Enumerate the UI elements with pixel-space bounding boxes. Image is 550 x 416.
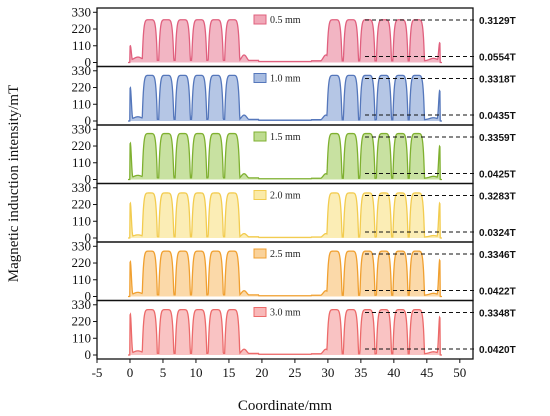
legend-label: 1.0 mm — [270, 74, 301, 85]
legend-swatch — [253, 73, 267, 83]
min-value-label: 0.0324T — [479, 228, 516, 239]
y-tick-label: 110 — [72, 330, 91, 345]
min-value-label: 0.0422T — [479, 287, 516, 298]
legend-label: 3.0 mm — [270, 308, 301, 319]
y-tick-label: 0 — [85, 230, 92, 245]
series-line — [128, 192, 442, 239]
series-area — [128, 251, 442, 297]
y-tick-label: 0 — [85, 172, 92, 187]
y-tick-label: 110 — [72, 155, 91, 170]
y-tick-label: 220 — [72, 80, 92, 95]
y-tick-label: 220 — [72, 197, 92, 212]
series-area — [128, 19, 442, 63]
x-tick-label: -5 — [92, 365, 103, 380]
x-tick-label: 5 — [160, 365, 167, 380]
y-tick-label: 330 — [72, 121, 92, 136]
y-tick-label: 220 — [72, 255, 92, 270]
min-value-label: 0.0425T — [479, 170, 516, 181]
min-value-label: 0.0554T — [479, 53, 516, 64]
x-tick-label: 45 — [420, 365, 433, 380]
max-value-label: 0.3283T — [479, 192, 516, 203]
y-tick-label: 0 — [85, 289, 92, 304]
legend-swatch — [253, 248, 267, 259]
max-value-label: 0.3359T — [479, 133, 516, 144]
x-tick-label: 25 — [288, 365, 301, 380]
x-tick-label: 35 — [354, 365, 367, 380]
legend-label: 1.5 mm — [270, 132, 301, 143]
panel-frame — [96, 299, 474, 360]
min-value-label: 0.0420T — [479, 345, 516, 356]
series-line — [128, 250, 442, 298]
y-tick-label: 110 — [72, 38, 91, 53]
series-line — [128, 309, 442, 356]
series-area — [128, 192, 442, 238]
x-axis-label: Coordinate/mm — [238, 398, 332, 414]
y-tick-label: 220 — [72, 138, 92, 153]
legend-swatch — [253, 307, 267, 317]
y-tick-label: 110 — [72, 96, 91, 111]
x-tick-label: 15 — [222, 365, 235, 380]
y-tick-label: 330 — [72, 180, 92, 195]
legend-label: 0.5 mm — [270, 15, 301, 26]
y-tick-label: 330 — [72, 297, 92, 312]
y-tick-label: 330 — [72, 238, 92, 253]
series-area — [128, 133, 442, 180]
x-tick-label: 0 — [127, 365, 134, 380]
series-area — [128, 309, 442, 355]
y-tick-label: 330 — [72, 63, 92, 78]
y-tick-label: 220 — [72, 314, 92, 329]
x-tick-label: 30 — [321, 365, 334, 380]
legend-swatch — [253, 131, 267, 142]
series-line — [128, 132, 442, 181]
series-line — [128, 19, 442, 64]
x-tick-label: 40 — [387, 365, 400, 380]
max-value-label: 0.3318T — [479, 75, 516, 86]
x-tick-label: 10 — [189, 365, 202, 380]
y-tick-label: 110 — [72, 272, 91, 287]
y-tick-label: 0 — [85, 347, 92, 362]
series-line — [128, 74, 442, 122]
legend-label: 2.5 mm — [270, 249, 301, 260]
max-value-label: 0.3129T — [479, 16, 516, 27]
y-axis-label: Magnetic induction intensity/mT — [6, 85, 22, 282]
legend-swatch — [253, 190, 267, 200]
legend-label: 2.0 mm — [270, 191, 301, 202]
x-tick-label: 20 — [255, 365, 268, 380]
legend-swatch — [253, 14, 267, 25]
max-value-label: 0.3346T — [479, 250, 516, 261]
y-tick-label: 0 — [85, 55, 92, 70]
y-tick-label: 220 — [72, 21, 92, 36]
y-tick-label: 110 — [72, 213, 91, 228]
max-value-label: 0.3348T — [479, 309, 516, 320]
y-tick-label: 0 — [85, 113, 92, 128]
min-value-label: 0.0435T — [479, 111, 516, 122]
series-area — [128, 75, 442, 121]
x-tick-label: 50 — [453, 365, 466, 380]
y-tick-label: 330 — [72, 4, 92, 19]
